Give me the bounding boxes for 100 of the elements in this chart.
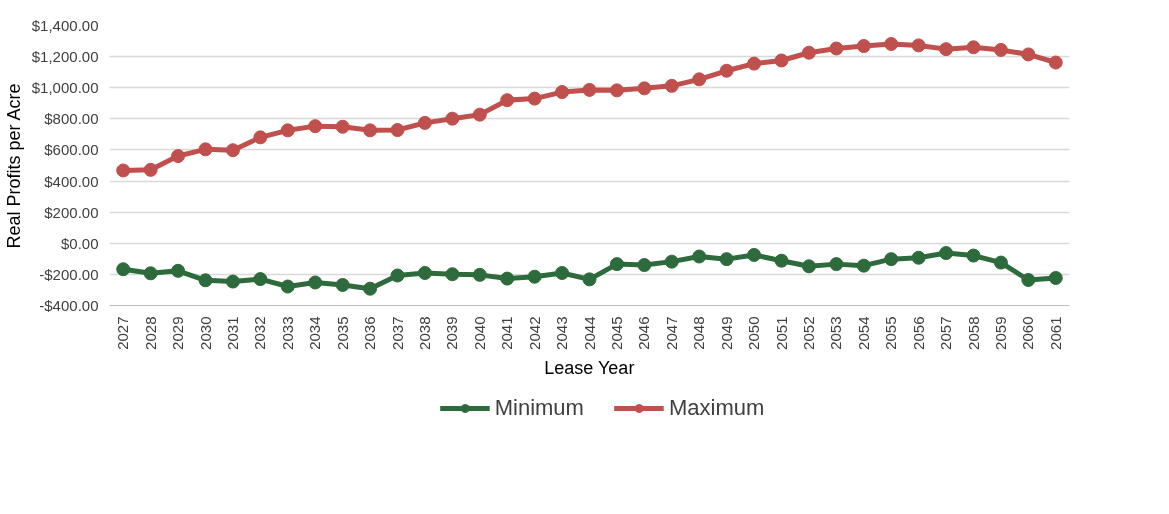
point bbox=[774, 53, 789, 68]
point bbox=[308, 119, 323, 134]
y-tick-label: -$200.00 bbox=[39, 265, 99, 283]
point bbox=[335, 277, 350, 292]
legend-label: Maximum bbox=[668, 394, 765, 421]
point bbox=[1048, 270, 1063, 285]
y-tick-label: $800.00 bbox=[44, 110, 99, 128]
x-tick-label: 2046 bbox=[635, 316, 653, 350]
point bbox=[856, 39, 871, 54]
point bbox=[527, 91, 542, 106]
point bbox=[774, 253, 789, 268]
x-tick-label: 2037 bbox=[388, 316, 406, 350]
x-tick-label: 2035 bbox=[333, 316, 351, 350]
x-tick-label: 2036 bbox=[361, 316, 379, 350]
point bbox=[143, 266, 158, 281]
y-tick-label: $600.00 bbox=[44, 141, 99, 159]
point bbox=[555, 85, 570, 100]
x-tick-label: 2050 bbox=[745, 316, 763, 350]
legend-label: Minimum bbox=[494, 394, 584, 421]
point bbox=[829, 257, 844, 272]
point bbox=[692, 72, 707, 87]
x-tick-label: 2029 bbox=[169, 316, 187, 350]
point bbox=[993, 255, 1008, 270]
x-tick-label: 2034 bbox=[306, 316, 324, 350]
point bbox=[1021, 273, 1036, 287]
x-tick-label: 2057 bbox=[937, 316, 955, 350]
point bbox=[417, 115, 432, 130]
point bbox=[198, 142, 213, 157]
x-tick-label: 2038 bbox=[415, 316, 433, 350]
point bbox=[884, 252, 899, 267]
point bbox=[747, 247, 762, 262]
point bbox=[116, 262, 131, 277]
point bbox=[225, 143, 240, 158]
x-tick-label: 2044 bbox=[580, 316, 598, 350]
y-tick-label: $1,200.00 bbox=[31, 48, 99, 66]
x-tick-label: 2041 bbox=[498, 316, 516, 350]
point bbox=[445, 267, 460, 282]
point bbox=[171, 149, 186, 163]
point bbox=[1021, 47, 1036, 62]
x-tick-label: 2059 bbox=[991, 316, 1009, 350]
point bbox=[966, 40, 981, 55]
point bbox=[609, 257, 624, 272]
x-axis-title: Lease Year bbox=[544, 357, 635, 378]
y-tick-label: $0.00 bbox=[60, 234, 99, 252]
x-tick-label: 2052 bbox=[799, 316, 817, 350]
point bbox=[472, 267, 487, 282]
x-tick-label: 2053 bbox=[827, 316, 845, 350]
y-tick-label: $1,000.00 bbox=[31, 79, 99, 97]
point bbox=[280, 123, 295, 138]
point bbox=[280, 279, 295, 294]
point bbox=[719, 63, 734, 78]
x-tick-label: 2049 bbox=[717, 316, 735, 350]
x-tick-label: 2030 bbox=[196, 316, 214, 350]
y-tick-label: $200.00 bbox=[44, 203, 99, 221]
point bbox=[692, 249, 707, 264]
x-tick-label: 2031 bbox=[223, 316, 241, 350]
point bbox=[801, 45, 816, 60]
point bbox=[500, 93, 515, 108]
point bbox=[253, 272, 268, 287]
x-tick-label: 2028 bbox=[141, 316, 159, 350]
point bbox=[993, 42, 1008, 57]
point bbox=[884, 37, 899, 51]
point bbox=[363, 281, 378, 296]
point bbox=[472, 107, 487, 122]
x-tick-label: 2027 bbox=[114, 316, 132, 350]
point bbox=[911, 250, 926, 265]
point bbox=[637, 81, 652, 96]
point bbox=[171, 263, 186, 278]
point bbox=[417, 266, 432, 280]
point bbox=[253, 130, 268, 145]
point bbox=[363, 123, 378, 138]
point bbox=[1048, 55, 1063, 70]
x-tick-label: 2045 bbox=[607, 316, 625, 350]
x-tick-label: 2048 bbox=[690, 316, 708, 350]
x-tick-label: 2040 bbox=[470, 316, 488, 350]
point bbox=[225, 274, 240, 289]
x-tick-label: 2043 bbox=[553, 316, 571, 350]
x-tick-label: 2058 bbox=[964, 316, 982, 350]
x-tick-label: 2055 bbox=[882, 316, 900, 350]
point bbox=[637, 258, 652, 273]
point bbox=[966, 248, 981, 263]
point bbox=[829, 41, 844, 56]
x-tick-label: 2056 bbox=[909, 316, 927, 350]
x-tick-label: 2033 bbox=[278, 316, 296, 350]
point bbox=[116, 163, 131, 178]
point bbox=[390, 123, 405, 138]
x-tick-label: 2051 bbox=[772, 316, 790, 350]
point bbox=[500, 271, 515, 286]
y-tick-label: $1,400.00 bbox=[31, 17, 99, 34]
point bbox=[582, 82, 597, 97]
point bbox=[198, 273, 213, 288]
point bbox=[911, 38, 926, 53]
point bbox=[664, 254, 679, 269]
x-tick-label: 2060 bbox=[1019, 316, 1037, 350]
x-tick-label: 2061 bbox=[1046, 316, 1064, 350]
x-tick-label: 2047 bbox=[662, 316, 680, 350]
x-tick-label: 2054 bbox=[854, 316, 872, 350]
x-tick-label: 2039 bbox=[443, 316, 461, 350]
point bbox=[801, 259, 816, 274]
point bbox=[609, 83, 624, 98]
